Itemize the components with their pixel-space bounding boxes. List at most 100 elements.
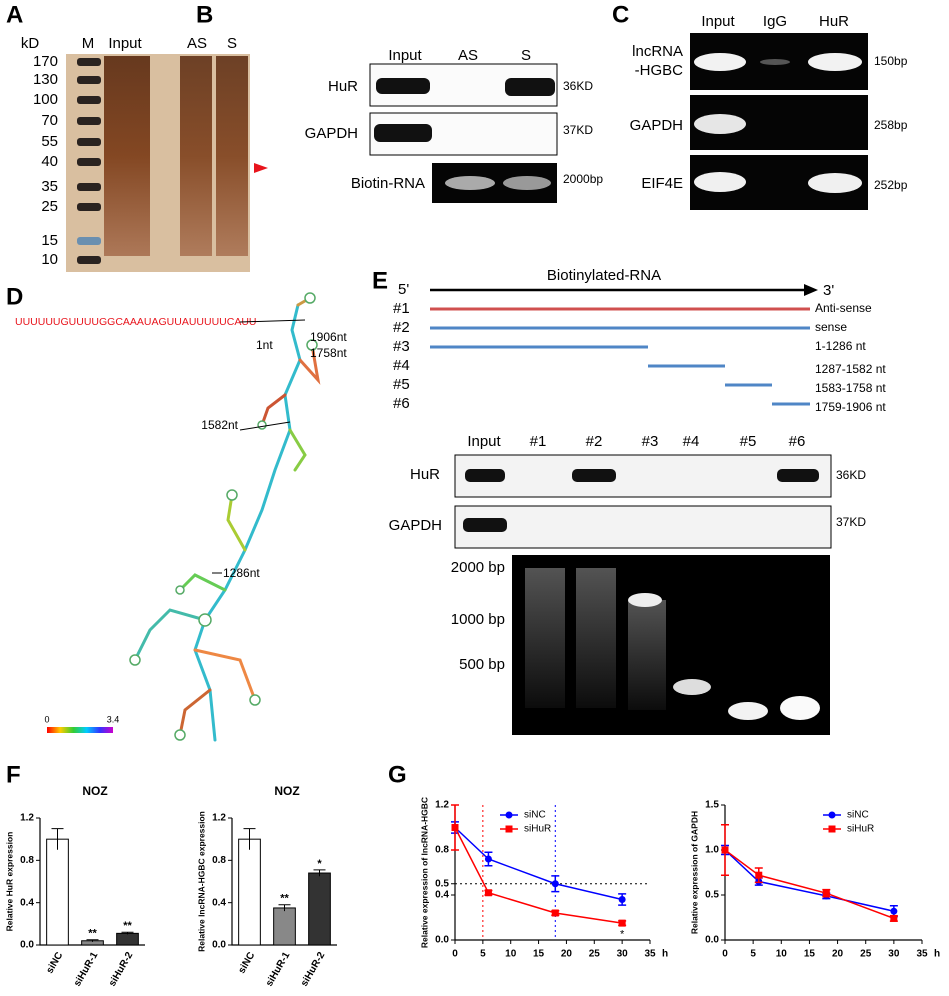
- arrow-head: [804, 284, 818, 296]
- bar: [273, 907, 296, 946]
- x-tick-label: 5: [750, 949, 756, 960]
- x-tick-label: 35: [916, 949, 928, 960]
- band: [673, 679, 711, 695]
- lane-label: #3: [642, 433, 659, 450]
- chart-title: NOZ: [82, 784, 107, 798]
- band: [777, 469, 819, 482]
- point: [618, 896, 626, 903]
- lane-label: AS: [187, 35, 207, 52]
- construct-desc: 1583-1758 nt: [815, 381, 886, 395]
- error-bar: [51, 828, 64, 850]
- rna-structure: [133, 296, 321, 742]
- marker-band: [77, 117, 101, 125]
- x-tick-label: 25: [589, 949, 601, 960]
- marker-band: [77, 76, 101, 84]
- lane-label: S: [227, 35, 237, 52]
- panel-label: B: [196, 1, 213, 28]
- x-tick-label: 30: [617, 949, 629, 960]
- marker-label: 130: [33, 71, 58, 88]
- series-line: [454, 826, 623, 901]
- y-tick-label: 0.4: [435, 890, 449, 901]
- position-label: 1758nt: [310, 346, 347, 360]
- y-tick-label: 0.8: [20, 855, 34, 866]
- error-bar: [278, 904, 291, 912]
- lane-smear: [104, 56, 150, 256]
- y-tick-label: 1.2: [212, 813, 226, 824]
- lane-smear: [180, 56, 212, 256]
- point: [822, 889, 830, 897]
- marker-label: 70: [41, 112, 58, 129]
- ladder-label: 2000 bp: [451, 559, 505, 576]
- y-axis-label: Relative expression of GAPDH: [689, 811, 699, 934]
- row-label: GAPDH: [389, 517, 442, 534]
- band: [503, 176, 551, 190]
- size-label: 37KD: [563, 123, 593, 137]
- band: [465, 469, 505, 482]
- panel-label: A: [6, 1, 23, 28]
- position-label: 1906nt: [310, 330, 347, 344]
- marker-band: [77, 96, 101, 104]
- size-label: 252bp: [874, 178, 908, 192]
- error-bar: [313, 869, 326, 877]
- lane-label: HuR: [819, 13, 849, 30]
- marker-band: [77, 183, 101, 191]
- y-tick-label: 0.5: [705, 890, 719, 901]
- band: [694, 172, 746, 192]
- lane-smear: [216, 56, 248, 256]
- marker-band: [77, 203, 101, 211]
- marker-label: 40: [41, 153, 58, 170]
- y-tick-label: 0.0: [20, 940, 34, 951]
- significance: *: [620, 928, 625, 940]
- point: [618, 919, 626, 927]
- x-tick-label: 25: [860, 949, 872, 960]
- band: [694, 114, 746, 134]
- legend-marker: [505, 811, 513, 819]
- smear: [525, 568, 565, 708]
- lane-label: Input: [701, 13, 735, 30]
- bar: [238, 838, 261, 946]
- y-tick-label: 0.8: [212, 855, 226, 866]
- x-tick-label: siHuR-1: [264, 950, 293, 989]
- x-tick-label: siNC: [44, 950, 65, 975]
- series-line: [724, 849, 895, 912]
- legend-label: siHuR: [847, 824, 874, 835]
- row-label: HuR: [410, 466, 440, 483]
- arrow: [254, 163, 268, 173]
- lane-label: S: [521, 47, 531, 64]
- legend-marker: [505, 825, 513, 833]
- series-line: [454, 827, 623, 924]
- x-tick-label: 35: [644, 949, 656, 960]
- marker-band: [77, 58, 101, 66]
- y-axis-label: Relative expression of lncRNA-HGBC: [419, 797, 429, 948]
- leader-line: [239, 319, 306, 323]
- x-tick-label: 10: [505, 949, 517, 960]
- lane-label: Input: [108, 35, 142, 52]
- x-tick-label: 5: [480, 949, 486, 960]
- size-label: 150bp: [874, 54, 908, 68]
- series-line: [724, 849, 895, 920]
- panel-label: G: [388, 761, 407, 788]
- construct-desc: Anti-sense: [815, 301, 872, 315]
- point: [551, 909, 559, 917]
- unit: kD: [21, 35, 40, 52]
- x-tick-label: 15: [533, 949, 545, 960]
- legend-marker: [828, 825, 836, 833]
- marker-label: 170: [33, 53, 58, 70]
- x-tick-label: siHuR-2: [299, 950, 328, 989]
- marker-label: 35: [41, 178, 58, 195]
- marker-band: [77, 237, 101, 245]
- significance: *: [317, 858, 322, 870]
- colorbar-label: 0: [44, 714, 49, 724]
- smear: [576, 568, 616, 708]
- point: [890, 914, 898, 922]
- x-tick-label: 20: [832, 949, 844, 960]
- marker-band: [77, 138, 101, 146]
- point: [484, 889, 492, 897]
- lane-label: M: [82, 35, 95, 52]
- x-tick-label: siNC: [236, 950, 257, 975]
- sequence: UUUUUUGUUUUGGCAAAUAGUUAUUUUUCAUU: [15, 316, 257, 328]
- band: [780, 696, 820, 720]
- x-axis-label: h: [662, 949, 668, 960]
- bar: [308, 872, 331, 946]
